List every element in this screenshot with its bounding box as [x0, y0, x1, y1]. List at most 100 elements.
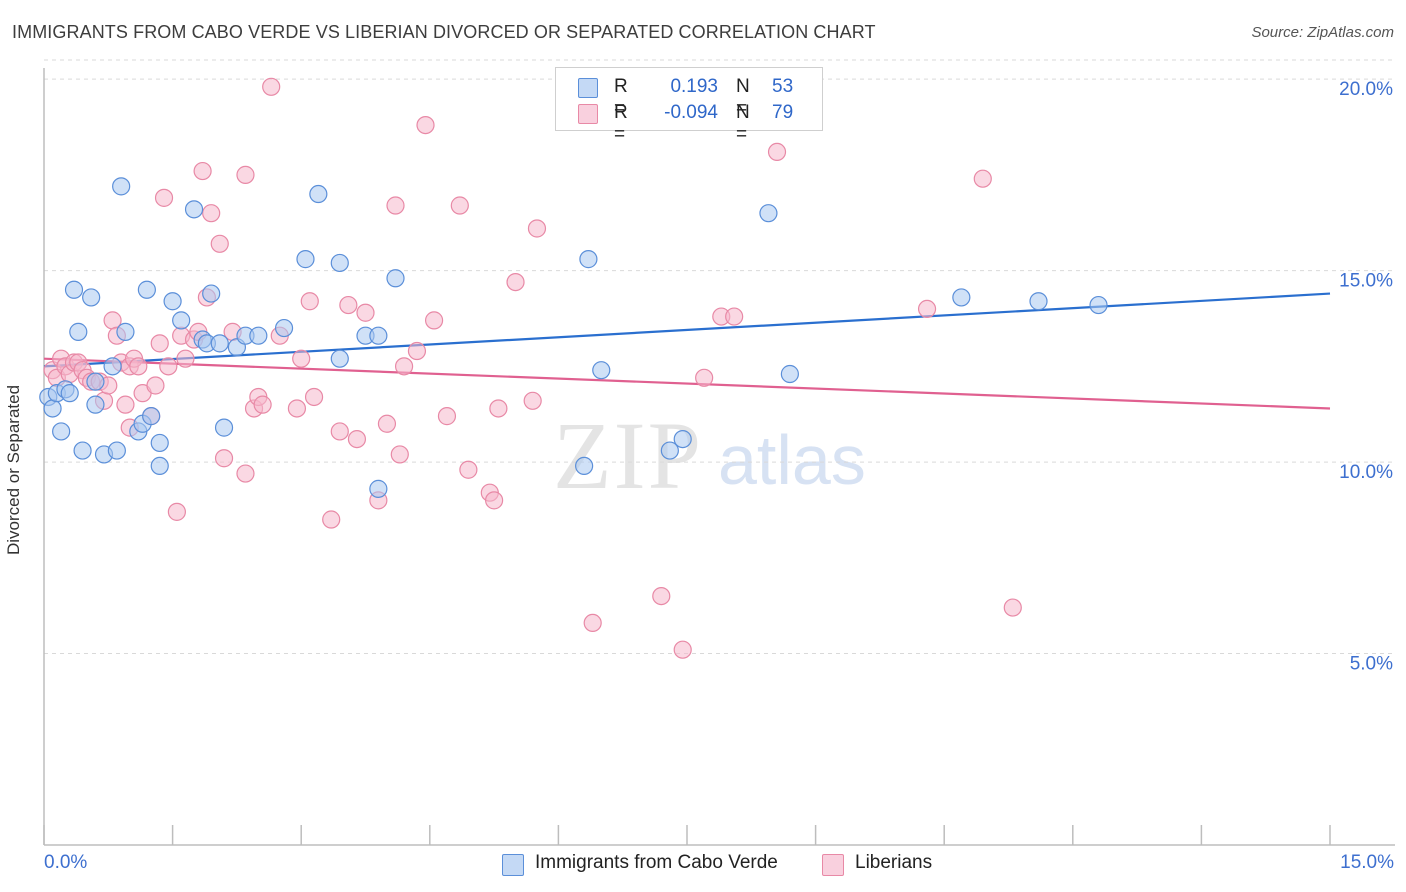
point-cabo-verde [43, 399, 62, 418]
point-cabo-verde [116, 322, 135, 341]
point-cabo-verde [202, 284, 221, 303]
axes [43, 68, 1395, 846]
point-liberians [390, 445, 409, 464]
point-cabo-verde [69, 322, 88, 341]
point-liberians [159, 357, 178, 376]
point-liberians [236, 165, 255, 184]
point-cabo-verde [592, 361, 611, 380]
point-cabo-verde [64, 280, 84, 299]
point-cabo-verde [86, 372, 105, 391]
point-cabo-verde [73, 441, 92, 460]
point-cabo-verde [274, 318, 294, 338]
point-cabo-verde [759, 204, 778, 223]
point-cabo-verde [330, 253, 349, 273]
point-cabo-verde [296, 250, 315, 269]
point-cabo-verde [579, 250, 598, 269]
point-cabo-verde [369, 479, 388, 498]
point-liberians [917, 299, 937, 319]
source-label: Source: ZipAtlas.com [1251, 24, 1394, 41]
point-liberians [287, 399, 307, 418]
point-liberians [236, 464, 255, 483]
point-liberians [292, 349, 311, 368]
chart-title: IMMIGRANTS FROM CABO VERDE VS LIBERIAN D… [12, 22, 876, 42]
point-liberians [347, 429, 367, 449]
point-liberians [330, 422, 349, 441]
point-cabo-verde [660, 441, 679, 460]
point-liberians [253, 395, 272, 414]
point-cabo-verde [1029, 292, 1048, 311]
point-cabo-verde [210, 334, 229, 353]
point-cabo-verde [150, 433, 169, 453]
point-liberians [407, 341, 427, 361]
point-liberians [116, 395, 135, 414]
point-cabo-verde [309, 184, 328, 204]
point-liberians [424, 311, 444, 330]
point-liberians [583, 613, 602, 633]
point-cabo-verde [60, 384, 79, 403]
point-liberians [193, 161, 212, 181]
point-liberians [167, 502, 186, 521]
point-liberians [394, 357, 414, 376]
point-liberians [767, 142, 787, 162]
point-liberians [377, 414, 397, 433]
point-liberians [386, 196, 405, 215]
point-liberians [506, 272, 525, 292]
point-cabo-verde [1089, 295, 1108, 315]
point-liberians [523, 391, 542, 410]
point-liberians [485, 491, 504, 510]
y-tick-label: 20.0% [1339, 79, 1393, 100]
y-tick-label: 15.0% [1339, 271, 1393, 292]
point-liberians [339, 295, 358, 315]
point-cabo-verde [952, 288, 971, 307]
point-cabo-verde [214, 418, 234, 437]
legend-swatch-pink [578, 104, 598, 124]
legend-r-label: R = [614, 102, 628, 145]
point-liberians [150, 334, 169, 353]
legend-swatch-blue [578, 78, 598, 98]
point-liberians [214, 449, 234, 468]
legend-n-label: N = [736, 102, 750, 145]
point-cabo-verde [369, 326, 388, 345]
watermark-atlas: atlas [718, 421, 866, 499]
point-liberians [300, 292, 319, 311]
legend-n-value: 53 [772, 76, 794, 97]
legend-n-label: N = [736, 76, 750, 119]
point-liberians [527, 219, 547, 238]
legend-label: Liberians [855, 852, 933, 873]
point-cabo-verde [330, 349, 349, 368]
trend-line-cabo-verde [43, 292, 1331, 368]
legend-r-value: -0.094 [664, 102, 718, 123]
point-cabo-verde [52, 422, 71, 441]
point-liberians [1003, 598, 1022, 617]
data-points [39, 77, 1108, 659]
point-cabo-verde [249, 326, 268, 345]
point-liberians [304, 387, 324, 407]
grid-lines [44, 59, 1395, 655]
point-cabo-verde [172, 311, 191, 330]
point-liberians [437, 407, 457, 426]
y-tick-label: 10.0% [1339, 462, 1393, 483]
point-cabo-verde [575, 456, 594, 476]
point-cabo-verde [82, 288, 101, 307]
point-cabo-verde [142, 407, 161, 426]
legend-r-value: 0.193 [670, 76, 718, 97]
point-cabo-verde [137, 280, 156, 299]
point-cabo-verde [103, 357, 122, 376]
point-liberians [489, 399, 508, 418]
point-cabo-verde [673, 429, 692, 449]
point-liberians [416, 115, 435, 135]
point-liberians [459, 460, 478, 479]
point-liberians [154, 188, 174, 207]
point-liberians [262, 77, 281, 96]
legend-swatch-blue [502, 854, 524, 876]
y-tick-label: 5.0% [1350, 654, 1393, 675]
point-liberians [322, 510, 341, 529]
point-liberians [973, 169, 992, 188]
point-cabo-verde [150, 456, 169, 476]
point-cabo-verde [386, 269, 405, 288]
point-liberians [725, 307, 744, 326]
y-tick-labels: 5.0% 10.0% 15.0% 20.0% [1339, 79, 1393, 674]
x-tick-max: 15.0% [1340, 852, 1394, 873]
x-tick-min: 0.0% [44, 852, 88, 873]
